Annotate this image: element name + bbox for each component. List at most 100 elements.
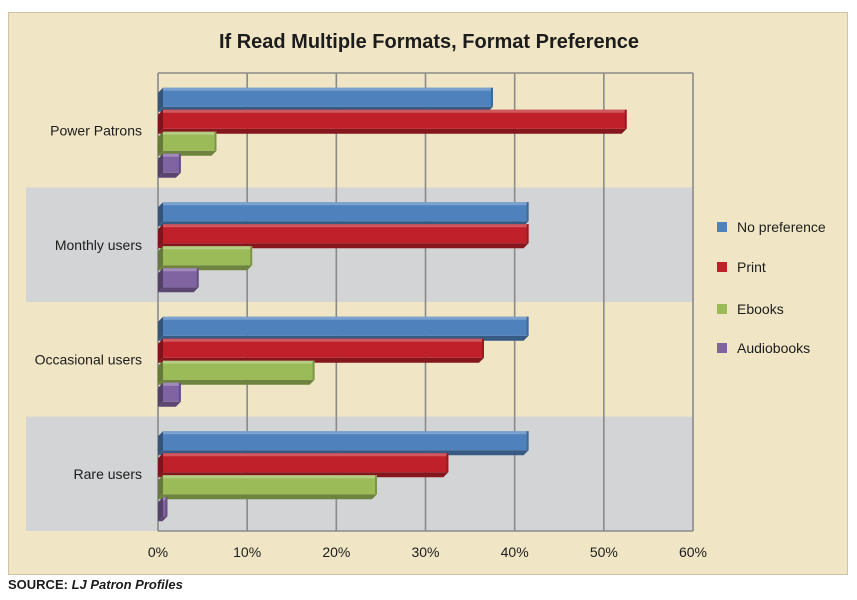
category-label: Power Patrons <box>50 122 142 138</box>
bar-bottom <box>158 128 627 134</box>
x-tick-label: 10% <box>233 544 261 560</box>
bar-end <box>526 202 529 222</box>
x-tick-label: 50% <box>590 544 618 560</box>
bar-end <box>526 224 529 244</box>
x-tick-label: 40% <box>501 544 529 560</box>
bar <box>158 224 529 249</box>
bar-side <box>158 153 163 178</box>
category-label: Rare users <box>74 466 142 482</box>
bar-bottom <box>158 172 181 178</box>
source-value: LJ Patron Profiles <box>71 577 183 592</box>
bar <box>158 131 217 156</box>
bar-highlight <box>163 268 199 272</box>
bar-end <box>178 382 181 402</box>
bar-bottom <box>158 494 377 500</box>
bar-front <box>163 360 315 380</box>
legend-label: No preference <box>737 219 826 235</box>
legend-swatch <box>717 262 727 272</box>
bar-highlight <box>163 316 529 320</box>
bar-side <box>158 360 163 385</box>
bar-end <box>526 431 529 451</box>
bar-side <box>158 109 163 134</box>
bar <box>158 338 484 363</box>
x-tick-label: 60% <box>679 544 707 560</box>
legend-label: Audiobooks <box>737 340 810 356</box>
bar-side <box>158 453 163 478</box>
bar <box>158 246 253 271</box>
legend-swatch <box>717 343 727 353</box>
bar-end <box>165 497 168 517</box>
bar-highlight <box>163 246 253 250</box>
bar-end <box>446 453 449 473</box>
bar-side <box>158 475 163 500</box>
source-note: SOURCE: LJ Patron Profiles <box>8 577 183 592</box>
legend-swatch <box>717 222 727 232</box>
bar <box>158 475 377 500</box>
bar-front <box>163 131 217 151</box>
legend-label: Print <box>737 259 766 275</box>
bar-side <box>158 431 163 456</box>
bar <box>158 431 529 456</box>
bar-front <box>163 338 484 358</box>
bar-front <box>163 87 493 107</box>
bar <box>158 268 199 293</box>
bar-front <box>163 497 168 517</box>
bar-highlight <box>163 360 315 364</box>
bar-highlight <box>163 109 627 113</box>
bar-highlight <box>163 153 181 157</box>
x-tick-label: 20% <box>322 544 350 560</box>
bar-front <box>163 153 181 173</box>
bar-highlight <box>163 224 529 228</box>
bar-end <box>312 360 315 380</box>
bar <box>158 153 181 178</box>
bar-end <box>482 338 484 358</box>
bar-front <box>163 246 253 266</box>
bar-side <box>158 131 163 156</box>
bar-end <box>196 268 199 288</box>
bar-bottom <box>158 401 181 407</box>
bar-bottom <box>158 516 168 522</box>
bar-highlight <box>163 131 217 135</box>
bar-front <box>163 475 377 495</box>
category-label: Occasional users <box>35 351 142 367</box>
bar-highlight <box>163 338 484 342</box>
bar <box>158 109 627 134</box>
bar-side <box>158 268 163 293</box>
bar-front <box>163 109 627 129</box>
legend-swatch <box>717 304 727 314</box>
bar-end <box>375 475 377 495</box>
bar-highlight <box>163 453 449 457</box>
chart-title: If Read Multiple Formats, Format Prefere… <box>218 31 640 53</box>
category-label: Monthly users <box>55 237 142 253</box>
bar-highlight <box>163 475 377 479</box>
bar-front <box>163 316 529 336</box>
bar-side <box>158 202 163 227</box>
bar-side <box>158 246 163 271</box>
bar <box>158 382 181 407</box>
bar-side <box>158 497 163 522</box>
bar-end <box>214 131 217 151</box>
bar <box>158 316 529 341</box>
legend-label: Ebooks <box>737 301 784 317</box>
x-tick-label: 0% <box>148 544 168 560</box>
bar-side <box>158 382 163 407</box>
bar-end <box>250 246 253 266</box>
bar-side <box>158 224 163 249</box>
bar-bottom <box>158 379 315 385</box>
bar-side <box>158 338 163 363</box>
bar-highlight <box>163 87 493 91</box>
bar <box>158 453 449 478</box>
bar-end <box>490 87 493 107</box>
bar-highlight <box>163 202 529 206</box>
bar-front <box>163 453 449 473</box>
bar-end <box>178 153 181 173</box>
bar-front <box>163 224 529 244</box>
bar <box>158 87 493 112</box>
bar-end <box>624 109 627 129</box>
bar-side <box>158 316 163 341</box>
bar-highlight <box>163 497 168 501</box>
bar-bottom <box>158 287 199 293</box>
bar-front <box>163 382 181 402</box>
x-tick-label: 30% <box>411 544 439 560</box>
bar <box>158 202 529 227</box>
